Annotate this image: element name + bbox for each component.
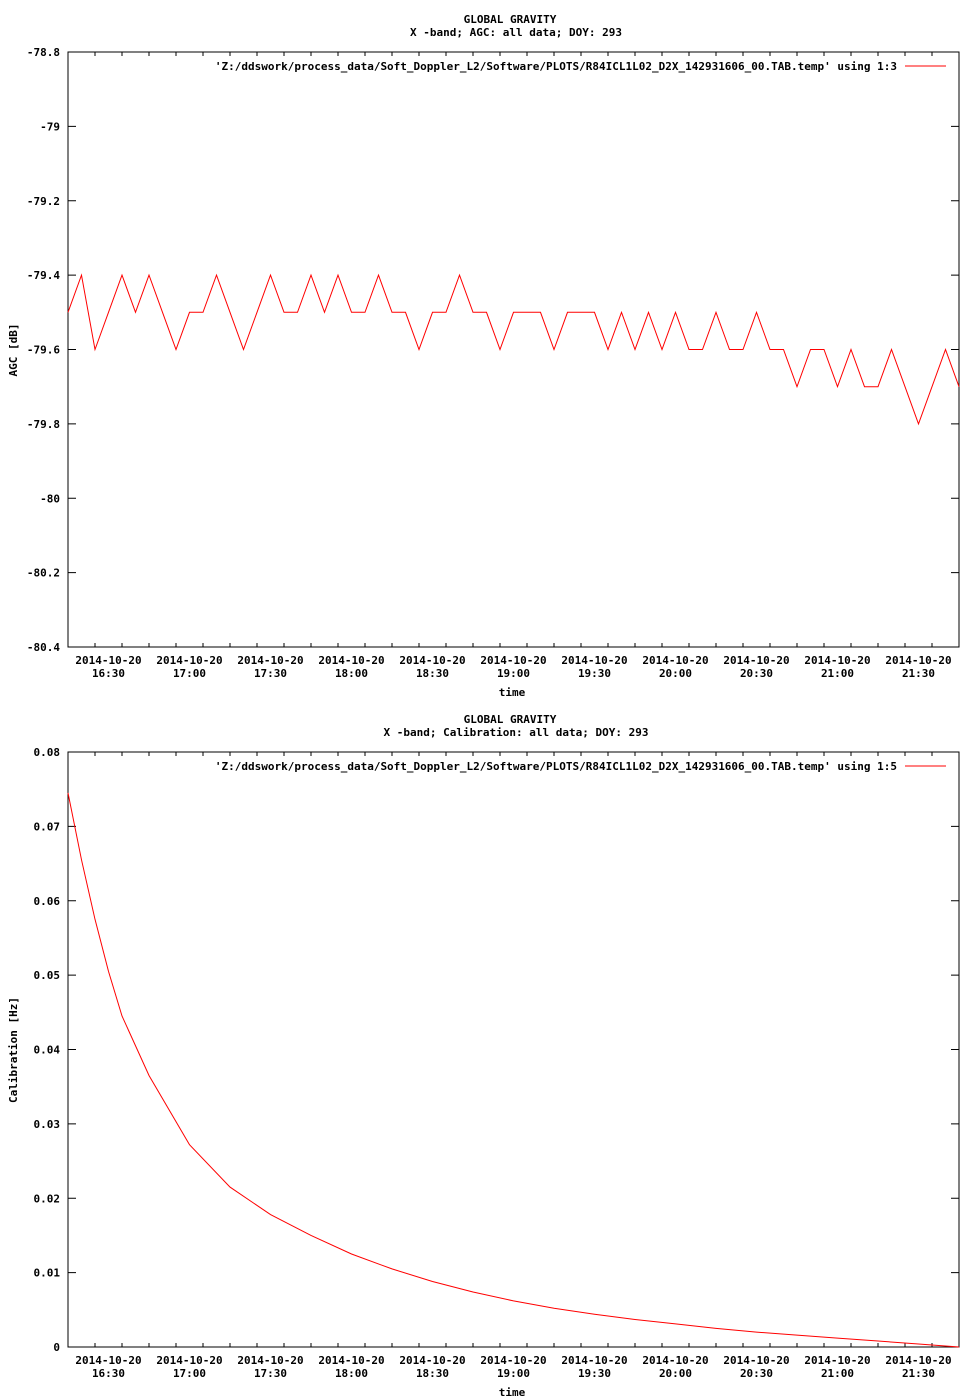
agc-y-tick-label: -79.4 xyxy=(27,269,60,282)
calibration-chart-title: GLOBAL GRAVITY xyxy=(464,713,557,726)
agc-y-tick-label: -79.8 xyxy=(27,418,60,431)
agc-x-tick-date: 2014-10-20 xyxy=(237,654,303,667)
agc-x-tick-time: 20:30 xyxy=(740,667,773,680)
calibration-x-tick-time: 17:00 xyxy=(173,1367,206,1380)
agc-x-tick-time: 18:00 xyxy=(335,667,368,680)
calibration-series-line xyxy=(67,792,960,1348)
agc-x-tick-date: 2014-10-20 xyxy=(642,654,708,667)
calibration-y-tick-label: 0.02 xyxy=(34,1192,61,1205)
agc-y-tick-label: -80.4 xyxy=(27,641,60,654)
calibration-x-tick-date: 2014-10-20 xyxy=(156,1354,222,1367)
agc-y-tick-label: -80 xyxy=(40,492,60,505)
agc-plot-frame xyxy=(67,51,960,648)
calibration-x-tick-time: 19:00 xyxy=(497,1367,530,1380)
calibration-x-tick-time: 17:30 xyxy=(254,1367,287,1380)
agc-x-tick-date: 2014-10-20 xyxy=(318,654,384,667)
calibration-x-axis-label: time xyxy=(499,1386,526,1399)
agc-y-tick-label: -78.8 xyxy=(27,46,60,59)
agc-y-tick-label: -79 xyxy=(40,120,60,133)
calibration-x-tick-date: 2014-10-20 xyxy=(642,1354,708,1367)
calibration-y-tick-label: 0.07 xyxy=(34,820,61,833)
calibration-x-tick-date: 2014-10-20 xyxy=(480,1354,546,1367)
agc-chart: GLOBAL GRAVITY X -band; AGC: all data; D… xyxy=(7,13,960,699)
calibration-x-tick-time: 20:30 xyxy=(740,1367,773,1380)
agc-x-tick-time: 21:00 xyxy=(821,667,854,680)
agc-chart-title: GLOBAL GRAVITY xyxy=(464,13,557,26)
agc-y-tick-label: -79.6 xyxy=(27,344,60,357)
calibration-x-tick-date: 2014-10-20 xyxy=(561,1354,627,1367)
calibration-x-tick-date: 2014-10-20 xyxy=(318,1354,384,1367)
agc-x-tick-time: 21:30 xyxy=(902,667,935,680)
agc-x-tick-time: 16:30 xyxy=(92,667,125,680)
agc-y-tick-label: -80.2 xyxy=(27,567,60,580)
agc-legend-label: 'Z:/ddswork/process_data/Soft_Doppler_L2… xyxy=(215,60,897,73)
calibration-x-tick-time: 21:00 xyxy=(821,1367,854,1380)
calibration-chart-subtitle: X -band; Calibration: all data; DOY: 293 xyxy=(384,726,649,739)
calibration-y-axis-label: Calibration [Hz] xyxy=(7,997,20,1103)
calibration-y-tick-label: 0.04 xyxy=(34,1044,61,1057)
agc-series-line xyxy=(67,273,960,426)
calibration-x-tick-time: 18:30 xyxy=(416,1367,449,1380)
agc-x-tick-date: 2014-10-20 xyxy=(723,654,789,667)
calibration-y-tick-label: 0.01 xyxy=(34,1267,61,1280)
calibration-chart: GLOBAL GRAVITY X -band; Calibration: all… xyxy=(7,713,960,1399)
agc-x-axis-label: time xyxy=(499,686,526,699)
agc-x-tick-date: 2014-10-20 xyxy=(480,654,546,667)
calibration-x-tick-date: 2014-10-20 xyxy=(804,1354,870,1367)
calibration-x-tick-time: 18:00 xyxy=(335,1367,368,1380)
calibration-x-tick-date: 2014-10-20 xyxy=(885,1354,951,1367)
calibration-x-tick-date: 2014-10-20 xyxy=(723,1354,789,1367)
calibration-x-tick-date: 2014-10-20 xyxy=(75,1354,141,1367)
agc-x-tick-date: 2014-10-20 xyxy=(399,654,465,667)
calibration-legend-label: 'Z:/ddswork/process_data/Soft_Doppler_L2… xyxy=(215,760,897,773)
agc-x-tick-time: 17:00 xyxy=(173,667,206,680)
agc-x-tick-time: 17:30 xyxy=(254,667,287,680)
agc-chart-subtitle: X -band; AGC: all data; DOY: 293 xyxy=(410,26,622,39)
agc-x-axis: 2014-10-2016:302014-10-2017:002014-10-20… xyxy=(67,52,960,680)
calibration-plot-frame xyxy=(67,751,960,1348)
agc-x-tick-date: 2014-10-20 xyxy=(561,654,627,667)
agc-x-tick-date: 2014-10-20 xyxy=(885,654,951,667)
calibration-x-tick-time: 19:30 xyxy=(578,1367,611,1380)
calibration-x-axis: 2014-10-2016:302014-10-2017:002014-10-20… xyxy=(67,752,960,1380)
calibration-x-tick-time: 21:30 xyxy=(902,1367,935,1380)
calibration-y-tick-label: 0.06 xyxy=(34,895,61,908)
agc-x-tick-time: 20:00 xyxy=(659,667,692,680)
calibration-x-tick-date: 2014-10-20 xyxy=(399,1354,465,1367)
agc-y-axis-label: AGC [dB] xyxy=(7,324,20,377)
agc-x-tick-date: 2014-10-20 xyxy=(75,654,141,667)
calibration-y-tick-label: 0.03 xyxy=(34,1118,61,1131)
calibration-y-tick-label: 0.05 xyxy=(34,969,61,982)
calibration-x-tick-date: 2014-10-20 xyxy=(237,1354,303,1367)
agc-x-tick-date: 2014-10-20 xyxy=(804,654,870,667)
calibration-x-tick-time: 16:30 xyxy=(92,1367,125,1380)
calibration-y-tick-label: 0 xyxy=(53,1341,60,1354)
agc-x-tick-time: 19:00 xyxy=(497,667,530,680)
agc-y-tick-label: -79.2 xyxy=(27,195,60,208)
agc-y-axis: -78.8 -79 -79.2 -79.4 -79.6 -79.8 -80 -80.2 -80.… xyxy=(27,46,959,654)
agc-x-tick-time: 18:30 xyxy=(416,667,449,680)
calibration-x-tick-time: 20:00 xyxy=(659,1367,692,1380)
calibration-y-tick-label: 0.08 xyxy=(34,746,61,759)
calibration-y-axis: 0 0.01 0.02 0.03 0.04 0.05 0.06 0.07 0.08 xyxy=(34,746,959,1354)
agc-x-tick-date: 2014-10-20 xyxy=(156,654,222,667)
agc-x-tick-time: 19:30 xyxy=(578,667,611,680)
